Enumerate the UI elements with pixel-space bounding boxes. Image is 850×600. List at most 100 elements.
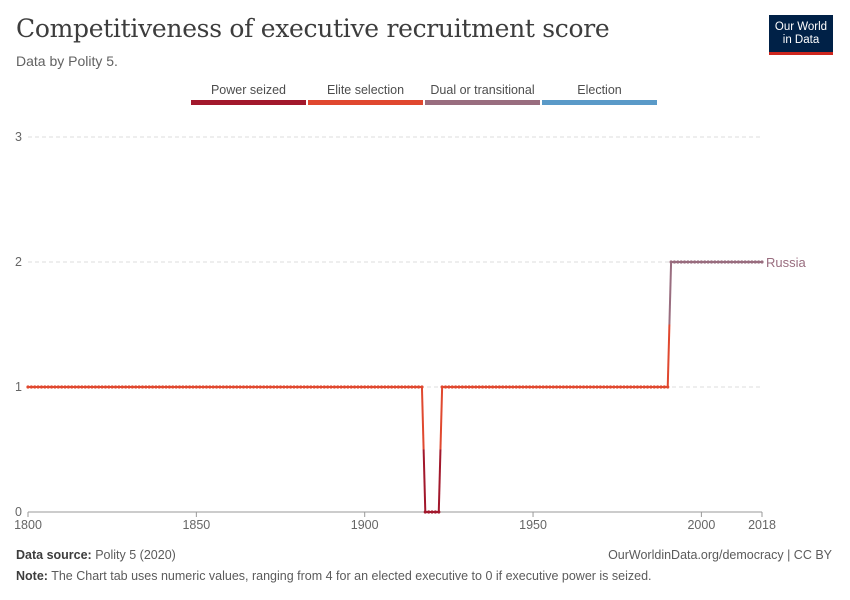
data-point xyxy=(161,385,165,389)
data-point xyxy=(750,260,754,264)
data-point xyxy=(356,385,360,389)
data-point xyxy=(467,385,471,389)
data-point xyxy=(723,260,727,264)
legend-item-elite-selection[interactable]: Elite selection xyxy=(307,83,424,105)
y-tick-label: 3 xyxy=(15,130,22,144)
data-point xyxy=(612,385,616,389)
data-point xyxy=(608,385,613,389)
data-point xyxy=(514,385,518,389)
data-point xyxy=(396,385,400,389)
data-point xyxy=(299,385,303,389)
data-point xyxy=(329,385,333,389)
data-point xyxy=(491,385,495,389)
data-point xyxy=(191,385,195,389)
data-point xyxy=(494,385,498,389)
data-point xyxy=(716,260,720,264)
data-point xyxy=(531,385,535,389)
data-point xyxy=(258,385,262,389)
data-point xyxy=(134,385,138,389)
data-point xyxy=(477,385,481,389)
data-point xyxy=(447,385,451,389)
source-value[interactable]: Polity 5 (2020) xyxy=(95,548,176,562)
data-point xyxy=(245,385,249,389)
data-point xyxy=(595,385,599,389)
chart-subtitle: Data by Polity 5. xyxy=(16,53,118,69)
note-value: The Chart tab uses numeric values, rangi… xyxy=(51,569,652,583)
data-point xyxy=(167,385,172,389)
data-point xyxy=(443,385,448,389)
data-point xyxy=(487,385,491,389)
series-transition xyxy=(668,261,673,325)
data-point xyxy=(615,385,619,389)
data-point xyxy=(457,385,461,389)
data-point xyxy=(581,385,586,389)
data-point xyxy=(406,385,411,389)
data-point xyxy=(198,385,202,389)
source-label: Data source: xyxy=(16,548,92,562)
x-tick-label: 1800 xyxy=(14,518,42,532)
data-point xyxy=(558,385,562,389)
data-point xyxy=(555,385,559,389)
data-point xyxy=(713,260,717,264)
data-point xyxy=(90,385,94,389)
chart-title: Competitiveness of executive recruitment… xyxy=(16,14,610,43)
data-point xyxy=(369,385,374,389)
data-point xyxy=(521,385,525,389)
data-point xyxy=(248,385,252,389)
x-tick-label: 2018 xyxy=(748,518,776,532)
data-point xyxy=(746,260,751,264)
data-point xyxy=(709,260,714,264)
series-transition xyxy=(437,449,442,513)
data-point xyxy=(322,385,326,389)
data-point xyxy=(565,385,569,389)
data-point xyxy=(177,385,182,389)
data-point xyxy=(214,385,219,389)
data-point xyxy=(693,260,697,264)
data-point xyxy=(97,385,101,389)
data-point xyxy=(272,385,276,389)
data-point xyxy=(278,385,283,389)
data-point xyxy=(29,385,33,389)
data-point xyxy=(238,385,242,389)
data-point xyxy=(578,385,582,389)
data-point xyxy=(120,385,124,389)
data-point xyxy=(262,385,266,389)
legend-item-power-seized[interactable]: Power seized xyxy=(190,83,307,105)
data-point xyxy=(696,260,700,264)
series-transition xyxy=(439,386,444,450)
legend-swatch xyxy=(425,100,540,105)
data-point xyxy=(423,510,427,514)
data-point xyxy=(592,385,596,389)
data-point xyxy=(130,385,134,389)
data-source: Data source: Polity 5 (2020) xyxy=(16,548,176,562)
data-point xyxy=(80,385,84,389)
data-point xyxy=(43,385,47,389)
owid-logo[interactable]: Our World in Data xyxy=(769,15,833,55)
x-tick-label: 1900 xyxy=(351,518,379,532)
data-point xyxy=(524,385,528,389)
legend-item-dual-transitional[interactable]: Dual or transitional xyxy=(424,83,541,105)
data-point xyxy=(639,385,643,389)
data-point xyxy=(188,385,192,389)
data-point xyxy=(669,260,673,264)
data-point xyxy=(312,385,316,389)
data-point xyxy=(336,385,340,389)
data-point xyxy=(635,385,640,389)
data-point xyxy=(144,385,148,389)
data-point xyxy=(726,260,730,264)
data-point xyxy=(760,260,764,264)
data-point xyxy=(194,385,198,389)
credit-link[interactable]: OurWorldinData.org/democracy | CC BY xyxy=(608,548,832,562)
data-point xyxy=(598,385,602,389)
data-point xyxy=(659,385,663,389)
data-point xyxy=(26,385,30,389)
data-point xyxy=(662,385,666,389)
data-point xyxy=(383,385,387,389)
data-point xyxy=(275,385,279,389)
data-point xyxy=(413,385,417,389)
data-point xyxy=(302,385,306,389)
data-point xyxy=(561,385,565,389)
data-point xyxy=(740,260,744,264)
legend-item-election[interactable]: Election xyxy=(541,83,658,105)
